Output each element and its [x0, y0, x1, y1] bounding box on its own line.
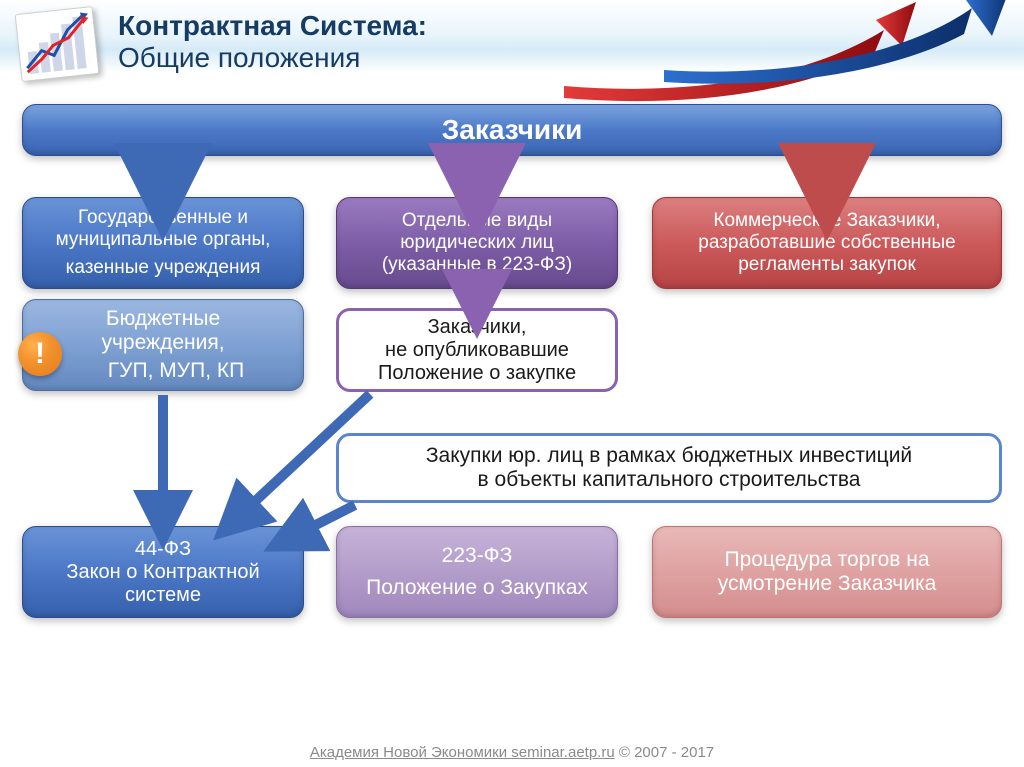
bottom-left: 44-ФЗ Закон о Контрактной системе — [22, 526, 304, 618]
exclaim-icon: ! — [35, 337, 45, 371]
white-wide-box: Закупки юр. лиц в рамках бюджетных инвес… — [336, 433, 1002, 503]
footer: Академия Новой Экономики seminar.aetp.ru… — [0, 744, 1024, 761]
title-line-1: Контрактная Система: — [118, 10, 427, 42]
bottom-right: Процедура торгов на усмотрение Заказчика — [652, 526, 1002, 618]
top-bar-label: Заказчики — [442, 114, 583, 146]
title-line-2: Общие положения — [118, 42, 427, 74]
row1-left: Государственные и муниципальные органы, … — [22, 197, 304, 289]
footer-link[interactable]: Академия Новой Экономики seminar.aetp.ru — [310, 744, 615, 761]
footer-copyright: © 2007 - 2017 — [615, 744, 714, 761]
flow-top-bar: Заказчики — [22, 104, 1002, 156]
exclaim-badge: ! — [18, 332, 62, 376]
row1-middle: Отдельные виды юридических лиц (указанны… — [336, 197, 618, 289]
bottom-middle: 223-ФЗ Положение о Закупках — [336, 526, 618, 618]
budget-box: Бюджетные учреждения, ГУП, МУП, КП — [22, 299, 304, 391]
white-mid-box: Заказчики, не опубликовавшие Положение о… — [336, 308, 618, 392]
row1-right: Коммерческие Заказчики, разработавшие со… — [652, 197, 1002, 289]
chart-icon — [15, 6, 100, 82]
slide-title: Контрактная Система: Общие положения — [118, 10, 427, 74]
slide-header: Контрактная Система: Общие положения — [0, 0, 1024, 90]
